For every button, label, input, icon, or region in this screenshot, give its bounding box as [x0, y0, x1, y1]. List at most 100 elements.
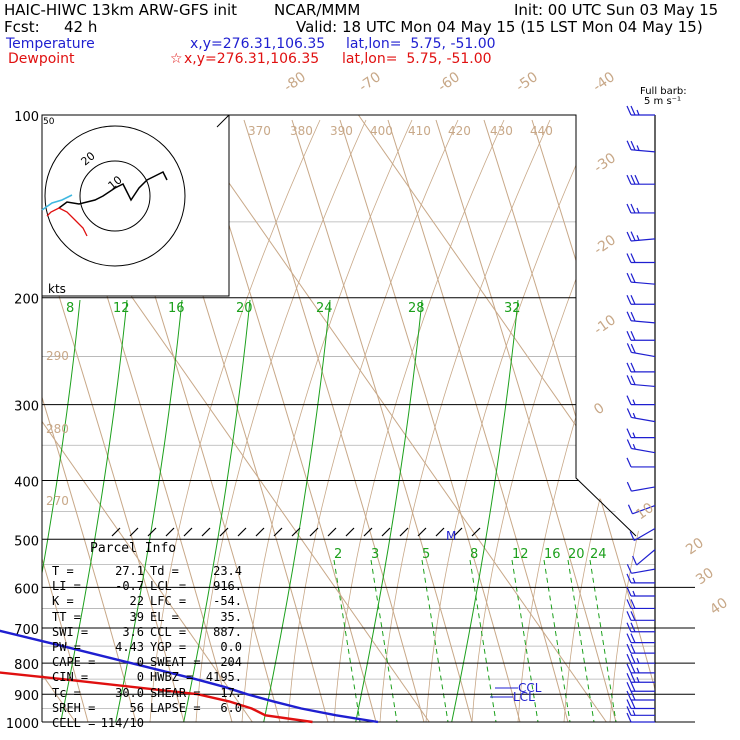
barb-flag — [630, 663, 636, 674]
moist-adiabat — [609, 119, 655, 722]
temperature-xy: x,y=276.31,106.35 — [190, 36, 326, 52]
barb-flag — [632, 555, 638, 566]
wind-barb — [626, 439, 656, 454]
dry-adiabat — [531, 119, 655, 722]
wind-barb — [626, 457, 655, 468]
barb-flag — [630, 253, 636, 263]
mixing-ratio-dashed — [370, 559, 398, 722]
wind-barb — [626, 672, 655, 683]
parcel-v2: 4195. — [205, 670, 242, 685]
wind-barb — [626, 564, 656, 574]
dewpoint-latlon: lat,lon= 5.75, -51.00 — [342, 51, 492, 67]
wind-barb — [626, 586, 655, 597]
barb-flag — [626, 622, 632, 632]
parcel-v2: 6.0 — [220, 700, 242, 715]
barb-shaft — [631, 568, 656, 574]
init-time: Init: 00 UTC Sun 03 May 15 — [514, 1, 719, 19]
barb-flag — [626, 653, 632, 664]
wind-barb — [629, 527, 656, 542]
isotherm-label: -60 — [435, 69, 463, 95]
barb-flag — [630, 294, 636, 305]
barb-flag — [626, 611, 632, 621]
tick-mark — [165, 527, 175, 537]
pressure-label: 100 — [14, 110, 39, 125]
barb-half — [636, 109, 640, 116]
parcel-row: Tc = 30.0 SHEAR = 17. — [52, 686, 242, 701]
theta-label: 440 — [530, 124, 553, 138]
barb-flag — [630, 140, 636, 151]
parcel-l2: LCL = — [150, 579, 187, 594]
barb-flag — [626, 564, 632, 574]
wind-barb — [626, 622, 655, 633]
parcel-v2: 0.0 — [220, 640, 242, 655]
isotherm-label: 0 — [591, 400, 607, 418]
barb-flag — [630, 362, 636, 373]
barb-flag — [626, 203, 632, 214]
tick-mark — [345, 527, 355, 537]
hodograph-corner-label: 50 — [43, 117, 55, 127]
parcel-l1: CELL = — [52, 716, 96, 731]
wind-barb — [626, 140, 656, 153]
parcel-l2: EL = — [150, 609, 179, 624]
forecast-hours: 42 h — [64, 18, 98, 36]
parcel-row: CIN = 0 HWBZ = 4195. — [52, 670, 242, 685]
mixing-ratio-label: 20 — [236, 301, 253, 316]
tick-mark — [201, 527, 211, 537]
wind-barb — [626, 395, 655, 406]
barb-flag — [626, 362, 632, 373]
wind-barb — [626, 633, 655, 644]
barb-flag — [630, 599, 636, 609]
barb-half — [636, 677, 640, 683]
tick-mark — [471, 527, 481, 537]
wind-barb — [626, 653, 655, 664]
parcel-l2: SHEAR = — [150, 685, 201, 700]
mixing-ratio-dashed — [567, 559, 595, 722]
isotherm-label: -20 — [591, 232, 619, 258]
mixing-ratio-line — [111, 299, 183, 722]
barb-half — [632, 432, 636, 438]
barb-flag — [630, 643, 636, 654]
parcel-v1: 0 — [136, 670, 144, 685]
barb-half — [632, 412, 636, 419]
wind-barb — [626, 174, 655, 185]
forecast-label: Fcst: — [4, 18, 40, 36]
barb-flag — [630, 633, 636, 643]
isotherm-label: -50 — [513, 69, 541, 95]
barb-flag — [626, 375, 632, 385]
barb-flag — [626, 231, 632, 242]
barb-half — [632, 710, 636, 716]
dry-adiabat — [291, 119, 473, 722]
barb-half — [636, 657, 640, 664]
parcel-v2: 23.4 — [213, 564, 242, 578]
parcel-l1: CAPE = — [52, 655, 96, 670]
parcel-l1: Tc = — [52, 685, 81, 700]
dewpoint-star-icon: ☆ — [170, 51, 183, 67]
parcel-v1: 4.43 — [115, 640, 144, 655]
moist-adiabat — [379, 119, 551, 722]
tick-mark — [273, 527, 283, 537]
pressure-label: 600 — [14, 582, 39, 597]
dry-adiabat — [42, 119, 137, 722]
wind-barb — [626, 611, 655, 621]
barb-flag — [630, 622, 636, 632]
dewpoint-xy: x,y=276.31,106.35 — [184, 51, 320, 67]
pressure-label: 200 — [14, 293, 39, 308]
mixing-ratio-label-low: 12 — [512, 547, 529, 562]
wind-barb — [626, 599, 655, 610]
wind-barb — [626, 330, 655, 341]
barb-flag — [626, 699, 632, 709]
barb-flag — [629, 531, 635, 541]
mixing-ratio-line — [447, 299, 519, 722]
isotherm-label: 20 — [683, 535, 707, 558]
barb-flag — [626, 481, 632, 492]
mixing-ratio-line — [351, 299, 423, 722]
mixing-ratio-label-low: 16 — [544, 547, 561, 562]
wind-barb — [626, 699, 655, 710]
barb-half — [636, 235, 640, 241]
barb-flag — [626, 712, 632, 723]
tick-mark — [147, 527, 157, 537]
isotherm-line — [181, 115, 607, 722]
barb-flag — [630, 343, 636, 354]
barb-flag — [626, 439, 632, 449]
